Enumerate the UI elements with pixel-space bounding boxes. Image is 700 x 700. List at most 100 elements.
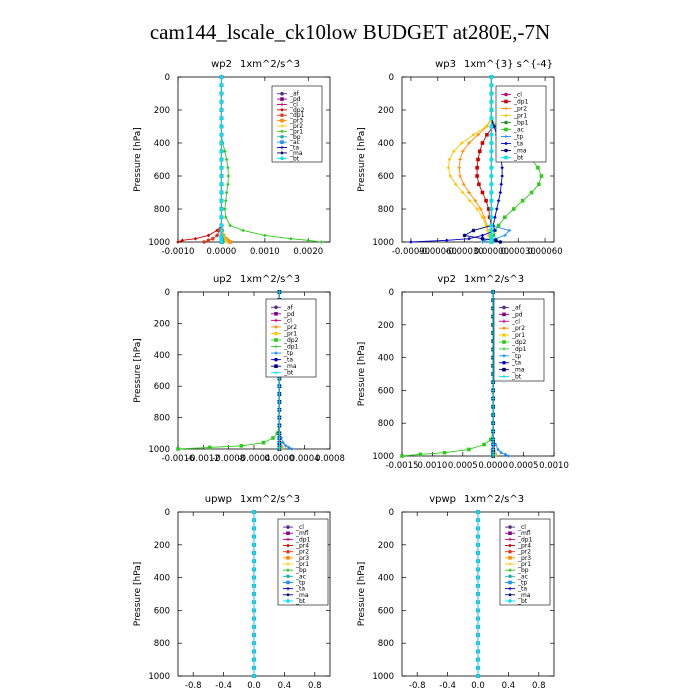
legend-item: _ta bbox=[271, 357, 293, 364]
series-dp2 bbox=[400, 290, 495, 458]
legend-item: _dp2 bbox=[271, 337, 299, 344]
legend-item: _dp1 bbox=[277, 112, 305, 119]
panel-units: 1xm^2/s^3 bbox=[464, 494, 524, 505]
legend-marker bbox=[508, 549, 512, 554]
data-point bbox=[471, 132, 476, 137]
legend-marker bbox=[280, 156, 284, 161]
y-tick-label: 1000 bbox=[148, 672, 170, 682]
legend-label: _pd bbox=[289, 96, 301, 103]
data-point bbox=[241, 228, 245, 233]
data-point bbox=[290, 447, 294, 451]
data-point bbox=[489, 116, 494, 121]
legend: _af_pd_cl_pr2_pr1_dp2_dp1_tp_ta_ma_bt bbox=[493, 298, 545, 382]
data-point bbox=[476, 600, 480, 604]
series-bt bbox=[252, 510, 256, 678]
legend-label: _pr3 bbox=[517, 555, 531, 562]
data-point bbox=[476, 575, 480, 580]
y-tick-label: 400 bbox=[154, 574, 170, 584]
data-point bbox=[476, 608, 480, 613]
data-point bbox=[484, 198, 488, 203]
data-point bbox=[496, 198, 501, 203]
data-point bbox=[480, 233, 485, 238]
data-point bbox=[461, 182, 466, 187]
legend-marker bbox=[274, 364, 278, 368]
legend-label: _pr2 bbox=[517, 549, 531, 556]
x-tick-label: 0.0010 bbox=[250, 247, 280, 257]
data-point bbox=[461, 190, 465, 195]
x-tick-label: 0.0000 bbox=[478, 461, 508, 471]
legend-label: _pr2 bbox=[511, 325, 525, 332]
legend-item: _mfl bbox=[505, 530, 531, 537]
data-point bbox=[491, 380, 495, 384]
legend-marker bbox=[504, 92, 508, 97]
data-point bbox=[500, 165, 504, 170]
legend-label: _ta bbox=[517, 586, 527, 593]
data-point bbox=[489, 83, 494, 88]
y-axis-label: Pressure [hPa] bbox=[133, 338, 143, 403]
legend-marker bbox=[502, 347, 506, 351]
y-tick-label: 800 bbox=[378, 639, 394, 649]
legend-label: _af bbox=[289, 91, 300, 98]
x-tick-label: 0.8 bbox=[532, 681, 546, 691]
legend-item: _dp2 bbox=[277, 107, 305, 114]
x-tick-label: -0.00060 bbox=[419, 247, 457, 257]
data-point bbox=[489, 124, 494, 129]
legend-item: _pr1 bbox=[277, 128, 303, 135]
y-tick-label: 600 bbox=[154, 606, 170, 616]
y-tick-label: 600 bbox=[154, 382, 170, 392]
data-point bbox=[473, 198, 478, 203]
legend-marker bbox=[274, 305, 278, 310]
legend-label: _ma bbox=[511, 367, 525, 374]
data-point bbox=[252, 559, 256, 563]
legend-item: _ac bbox=[283, 573, 306, 580]
x-tick-label: -0.0015 bbox=[386, 461, 419, 471]
data-point bbox=[476, 551, 480, 555]
legend-label: _pr4 bbox=[295, 543, 309, 550]
data-point bbox=[491, 405, 495, 409]
legend: _cl_mfl_dp1_pr4_pr2_pr3_pr1_bp_ac_tp_ta_… bbox=[499, 518, 551, 606]
y-axis-label: Pressure [hPa] bbox=[357, 127, 367, 192]
legend-label: _ma bbox=[289, 150, 303, 157]
panel-title: vpwp bbox=[429, 494, 456, 505]
y-tick-label: 200 bbox=[378, 106, 394, 116]
legend-marker bbox=[502, 319, 506, 324]
legend-item: _pr2 bbox=[271, 324, 297, 331]
data-point bbox=[496, 223, 501, 228]
y-tick-label: 200 bbox=[154, 106, 170, 116]
data-point bbox=[219, 215, 224, 220]
legend-label: _ac bbox=[289, 139, 300, 146]
legend-item: _ma bbox=[501, 148, 527, 155]
series-pr1 bbox=[446, 75, 494, 244]
data-point bbox=[480, 215, 485, 220]
y-axis-label: Pressure [hPa] bbox=[357, 342, 367, 407]
legend-item: _cl bbox=[277, 101, 298, 108]
data-point bbox=[478, 207, 483, 211]
data-point bbox=[477, 182, 481, 187]
panel-units: 1xm^2/s^3 bbox=[240, 274, 300, 285]
data-point bbox=[252, 526, 256, 531]
data-point bbox=[489, 149, 494, 154]
x-tick-label: -0.8 bbox=[185, 681, 202, 691]
legend-marker bbox=[280, 97, 284, 101]
legend-item: _ma bbox=[505, 592, 531, 599]
data-point bbox=[219, 83, 224, 88]
data-point bbox=[467, 141, 471, 145]
legend-marker bbox=[280, 124, 284, 128]
data-point bbox=[489, 108, 494, 112]
legend-label: _bt bbox=[513, 155, 524, 162]
data-point bbox=[252, 567, 256, 572]
data-point bbox=[319, 240, 324, 244]
data-point bbox=[475, 165, 479, 170]
data-point bbox=[486, 207, 491, 211]
data-point bbox=[503, 452, 508, 457]
x-tick-label: -0.0008 bbox=[212, 454, 245, 464]
data-point bbox=[476, 584, 480, 588]
y-tick-label: 800 bbox=[154, 639, 170, 649]
data-point bbox=[484, 124, 488, 129]
data-point bbox=[252, 551, 256, 555]
y-tick-label: 0 bbox=[389, 73, 394, 83]
data-point bbox=[489, 207, 494, 211]
legend-marker bbox=[286, 580, 290, 585]
legend-item: _pr2 bbox=[283, 549, 309, 556]
data-point bbox=[239, 444, 244, 448]
